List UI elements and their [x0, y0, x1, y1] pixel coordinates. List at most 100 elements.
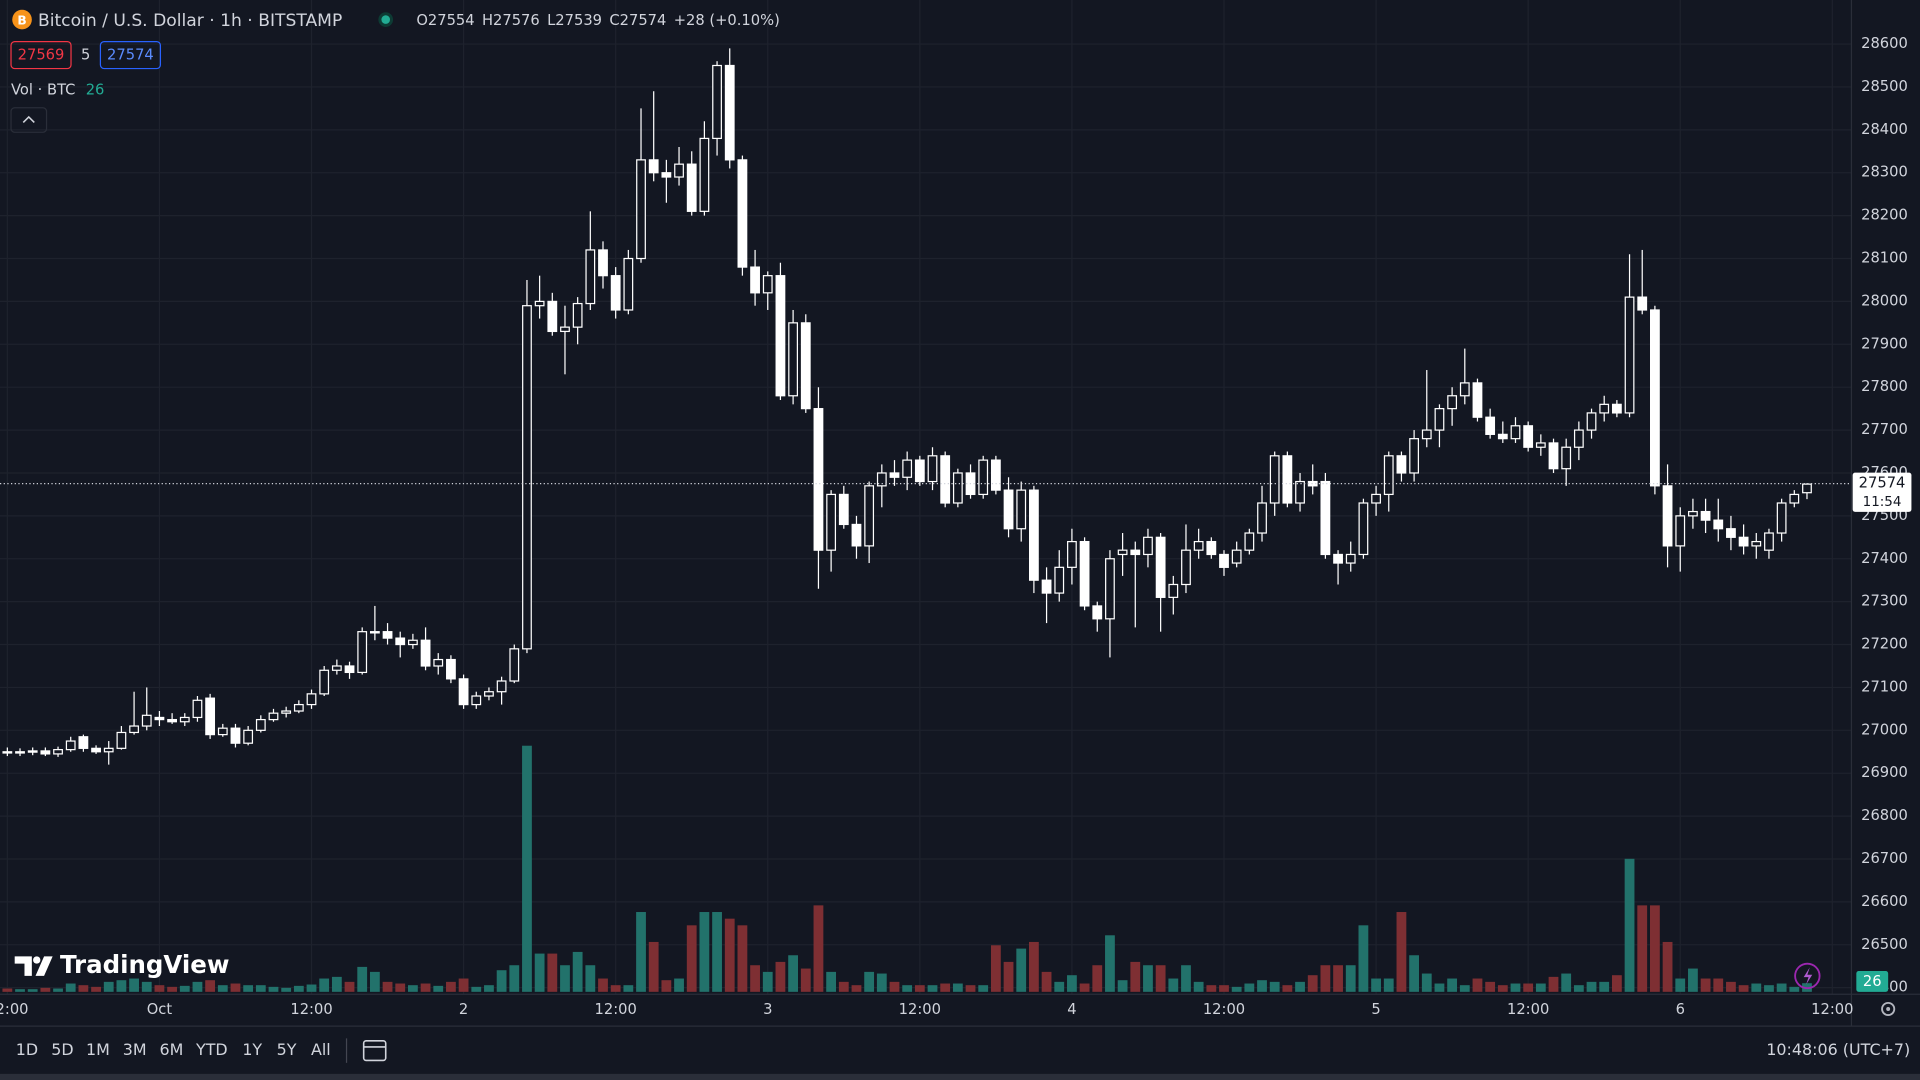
candle-body — [914, 459, 925, 483]
y-tick-label: 26500 — [1861, 936, 1908, 953]
candle-body — [1295, 480, 1305, 504]
y-tick-label: 27000 — [1861, 721, 1908, 738]
candle-body — [319, 669, 330, 695]
candle-body — [1726, 528, 1736, 538]
volume-bar — [1371, 978, 1381, 992]
ohlc-label: H — [482, 12, 493, 29]
y-tick-label: 28200 — [1861, 207, 1908, 224]
bid[interactable]: 27569 — [18, 47, 65, 64]
volume-bar — [91, 986, 101, 992]
candle-body — [78, 736, 89, 749]
volume-bar — [395, 983, 406, 992]
volume-bar — [1358, 925, 1369, 992]
volume-bar — [1092, 965, 1103, 992]
volume-bar — [560, 965, 570, 992]
candles — [2, 48, 1812, 765]
coin-icon — [12, 9, 32, 30]
range-button[interactable]: 5D — [51, 1040, 73, 1059]
range-button[interactable]: 1D — [16, 1040, 38, 1059]
candle-body — [1231, 549, 1242, 564]
volume-bar — [1130, 961, 1141, 992]
volume-bar — [1003, 961, 1014, 992]
range-button[interactable]: YTD — [195, 1040, 228, 1059]
collapse-icon[interactable] — [22, 115, 35, 124]
candle-body — [2, 751, 13, 754]
logo-icon[interactable] — [14, 956, 53, 976]
candle-body — [484, 691, 494, 697]
logo-dot — [33, 956, 41, 964]
candle-body — [1421, 429, 1432, 440]
candle-body — [1751, 540, 1762, 547]
candle-body — [648, 159, 659, 174]
range-button[interactable]: 5Y — [277, 1040, 297, 1059]
logo-text[interactable]: TradingView — [60, 950, 230, 979]
volume-bar — [585, 965, 596, 992]
range-button[interactable]: 1M — [86, 1040, 110, 1059]
range-button[interactable]: All — [311, 1040, 331, 1059]
candle-body — [1548, 442, 1559, 470]
bid-box[interactable] — [10, 41, 72, 70]
ohlc-label: C — [609, 12, 619, 29]
volume-bar — [1231, 986, 1242, 992]
volume-bar — [1650, 905, 1660, 992]
candle-body — [1624, 296, 1635, 414]
x-tick-label: 12:00 — [290, 1001, 332, 1018]
volume-bar — [1472, 978, 1483, 992]
candle-body — [243, 729, 254, 744]
settings-icon[interactable] — [1881, 1001, 1896, 1017]
candle-body — [927, 455, 938, 483]
volume-bar — [116, 980, 127, 992]
candle-body — [1510, 425, 1521, 440]
volume-bar — [1269, 981, 1280, 992]
clock[interactable]: 10:48:06 (UTC+7) — [1766, 1040, 1910, 1059]
volume-bar — [1320, 965, 1331, 992]
candle-body — [712, 64, 722, 140]
volume-bar — [344, 981, 355, 992]
y-tick-label: 28300 — [1861, 164, 1908, 181]
x-tick-label: 12:00 — [1203, 1001, 1245, 1018]
candle-body — [1117, 549, 1128, 556]
alert-icon[interactable] — [1794, 962, 1821, 990]
range-button[interactable]: 6M — [159, 1040, 183, 1059]
volume-bar — [1459, 985, 1470, 992]
candle-body — [1028, 489, 1039, 581]
candle-body — [585, 249, 596, 305]
volume-bar — [800, 968, 811, 992]
candle-body — [1599, 403, 1610, 414]
volume-bar — [1700, 978, 1711, 992]
alert-bolt[interactable] — [1803, 967, 1813, 985]
goto-date-icon[interactable] — [362, 1040, 387, 1062]
candle-body — [496, 680, 507, 693]
candle-body — [1573, 429, 1584, 448]
volume-bar — [1535, 983, 1546, 992]
volume-bar — [205, 980, 216, 992]
volume-bar — [699, 912, 710, 992]
range-button[interactable]: 3M — [123, 1040, 147, 1059]
volume-bar — [1105, 935, 1115, 992]
candle-body — [420, 639, 431, 667]
settings-icon-center[interactable] — [1886, 1007, 1891, 1011]
volume-bar — [1193, 981, 1204, 992]
candle-body — [1396, 455, 1407, 474]
volume-last-axis: 26 — [1863, 973, 1882, 990]
volume-bar — [1143, 965, 1153, 992]
ask-box[interactable] — [99, 41, 162, 70]
candle-body — [686, 163, 697, 212]
volume-bar — [572, 951, 583, 992]
range-button[interactable]: 1Y — [242, 1040, 262, 1059]
candle-body — [1675, 515, 1686, 547]
candle-body — [1003, 489, 1014, 530]
volume-bar — [522, 745, 532, 992]
candle-body — [902, 459, 913, 478]
x-tick-label: 4 — [1067, 1001, 1076, 1018]
collapse-button[interactable] — [10, 107, 48, 133]
volume-bar — [1624, 858, 1635, 992]
candle-body — [1472, 382, 1483, 418]
volume-bar — [281, 987, 292, 992]
ask[interactable]: 27574 — [107, 47, 154, 64]
candle-body — [471, 695, 482, 706]
volume-bar — [737, 925, 748, 992]
candle-body — [864, 485, 875, 547]
candle-body — [826, 493, 837, 551]
